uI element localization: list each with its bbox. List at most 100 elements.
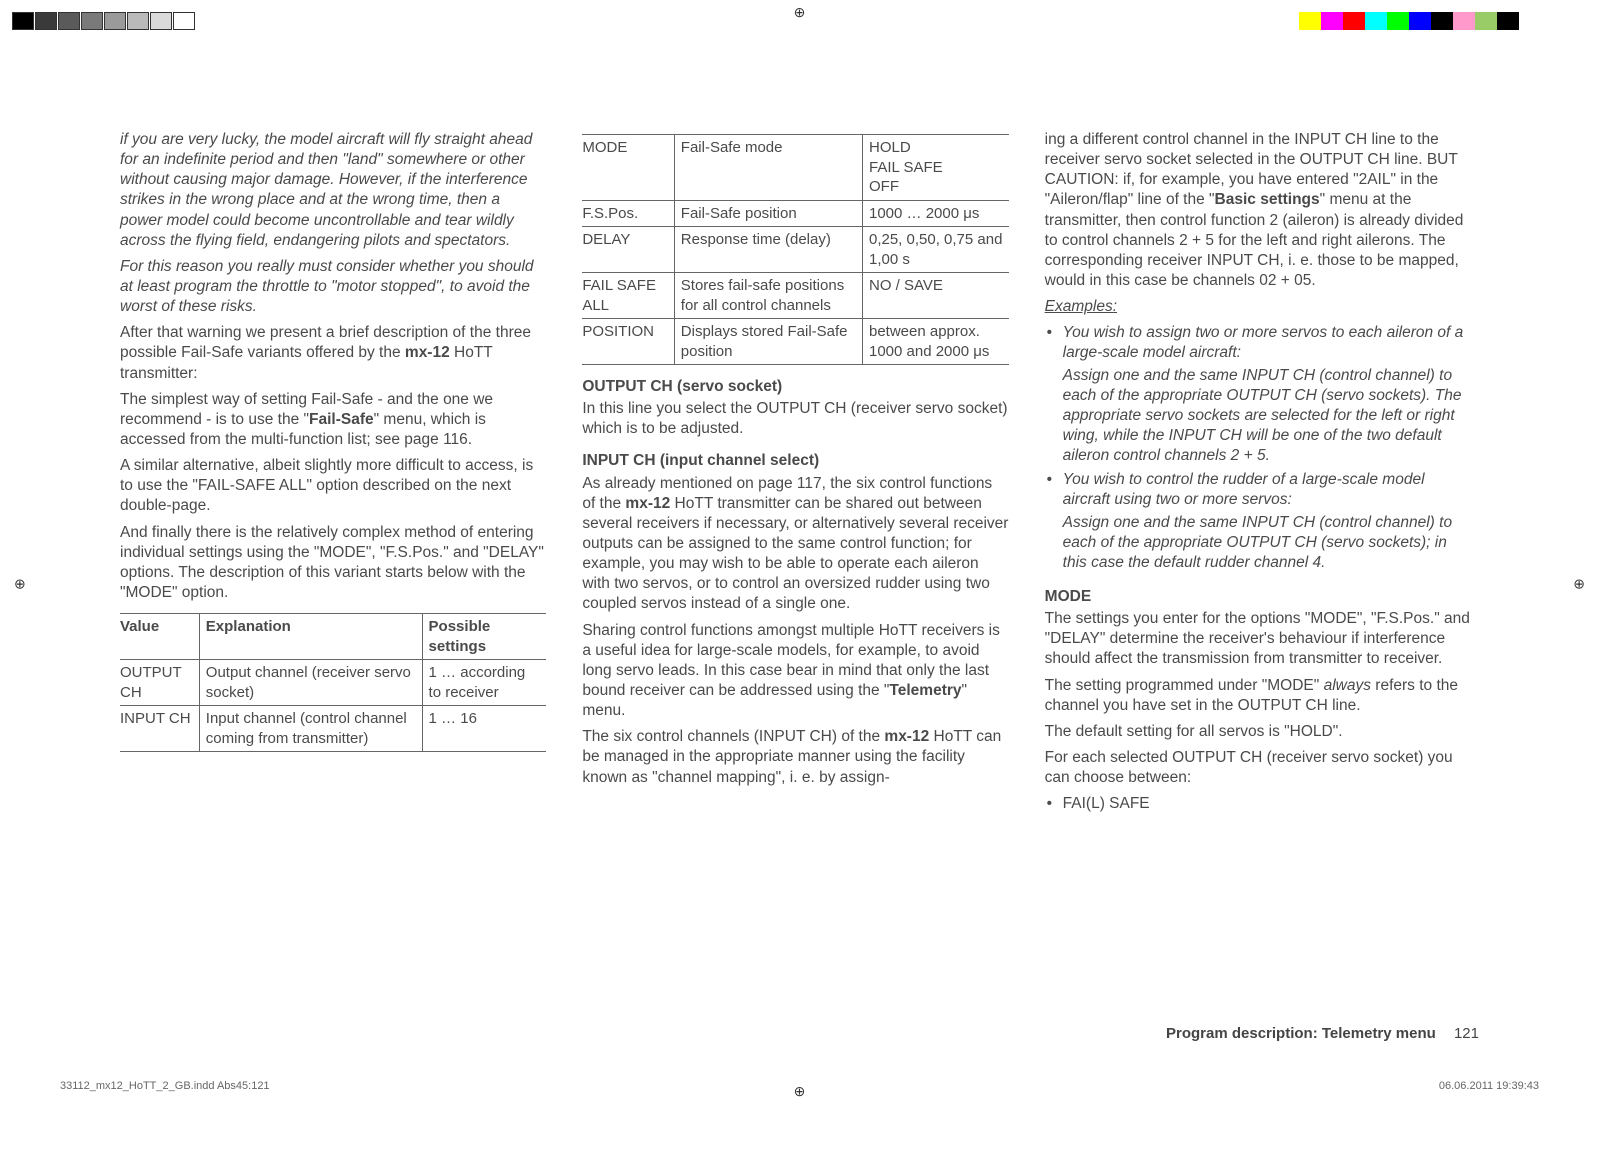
examples-list: You wish to assign two or more servos to…	[1045, 323, 1471, 577]
table-row: POSITIONDisplays stored Fail-Safe positi…	[582, 319, 1008, 365]
table-header: Value	[120, 614, 199, 660]
swatch	[1431, 12, 1453, 30]
grayscale-swatches	[12, 12, 195, 30]
table-cell: Output channel (receiver servo socket)	[199, 660, 422, 706]
failsafe-paragraph: The simplest way of setting Fail-Safe - …	[120, 390, 546, 450]
swatch	[58, 12, 80, 30]
input-ch-text-2: Sharing control functions amongst multip…	[582, 621, 1008, 722]
swatch	[1277, 12, 1299, 30]
table-cell: Displays stored Fail-Safe position	[674, 319, 862, 365]
value-table-1: ValueExplanationPossible settings OUTPUT…	[120, 613, 546, 752]
output-ch-text: In this line you select the OUTPUT CH (r…	[582, 399, 1008, 439]
swatch	[127, 12, 149, 30]
example-2-body: Assign one and the same INPUT CH (contro…	[1063, 513, 1471, 573]
table-cell: Fail-Safe mode	[674, 135, 862, 201]
mode-heading: MODE	[1045, 587, 1471, 607]
registration-mark-top: ⊕	[794, 4, 806, 21]
table-cell: FAIL SAFE ALL	[582, 273, 674, 319]
table-cell: F.S.Pos.	[582, 200, 674, 227]
input-ch-text-3: The six control channels (INPUT CH) of t…	[582, 727, 1008, 787]
swatch	[1453, 12, 1475, 30]
swatch	[104, 12, 126, 30]
table-cell: 1000 … 2000 μs	[862, 200, 1008, 227]
intro-paragraph: After that warning we present a brief de…	[120, 323, 546, 383]
registration-mark-right: ⊕	[1573, 576, 1585, 593]
table-row: F.S.Pos.Fail-Safe position1000 … 2000 μs	[582, 200, 1008, 227]
table-cell: MODE	[582, 135, 674, 201]
swatch	[150, 12, 172, 30]
table-row: MODEFail-Safe modeHOLDFAIL SAFEOFF	[582, 135, 1008, 201]
mx12-label: mx-12	[884, 728, 929, 745]
table-row: INPUT CHInput channel (control channel c…	[120, 706, 546, 752]
mode-text-2: The setting programmed under "MODE" alwa…	[1045, 676, 1471, 716]
column-1: if you are very lucky, the model aircraf…	[120, 130, 554, 1010]
table-cell: 0,25, 0,50, 0,75 and 1,00 s	[862, 227, 1008, 273]
continuation-paragraph: ing a different control channel in the I…	[1045, 130, 1471, 291]
swatch	[1475, 12, 1497, 30]
table-cell: between approx. 1000 and 2000 μs	[862, 319, 1008, 365]
mode-bullet-1: FAI(L) SAFE	[1045, 794, 1471, 814]
mx12-label: mx-12	[405, 344, 450, 361]
example-2-title: You wish to control the rudder of a larg…	[1063, 471, 1425, 508]
examples-heading: Examples:	[1045, 297, 1471, 317]
table-cell: 1 … according to receiver	[422, 660, 546, 706]
table-row: OUTPUT CHOutput channel (receiver servo …	[120, 660, 546, 706]
swatch	[1497, 12, 1519, 30]
warning-paragraph-2: For this reason you really must consider…	[120, 257, 546, 317]
table-cell: DELAY	[582, 227, 674, 273]
basic-settings-bold: Basic settings	[1215, 191, 1320, 208]
table-row: DELAYResponse time (delay)0,25, 0,50, 0,…	[582, 227, 1008, 273]
example-2: You wish to control the rudder of a larg…	[1045, 470, 1471, 573]
table-cell: POSITION	[582, 319, 674, 365]
footer-label: Program description: Telemetry menu	[1166, 1025, 1436, 1042]
output-ch-heading: OUTPUT CH (servo socket)	[582, 377, 1008, 397]
registration-mark-left: ⊕	[14, 576, 26, 593]
text: The setting programmed under "MODE"	[1045, 677, 1324, 694]
text: The six control channels (INPUT CH) of t…	[582, 728, 884, 745]
table-cell: INPUT CH	[120, 706, 199, 752]
example-1: You wish to assign two or more servos to…	[1045, 323, 1471, 466]
table-header: Possible settings	[422, 614, 546, 660]
swatch	[173, 12, 195, 30]
swatch	[1321, 12, 1343, 30]
table-header: Explanation	[199, 614, 422, 660]
table-cell: Fail-Safe position	[674, 200, 862, 227]
print-slugline: 33112_mx12_HoTT_2_GB.indd Abs45:121 06.0…	[60, 1080, 1539, 1092]
page-content: if you are very lucky, the model aircraf…	[120, 130, 1479, 1010]
complex-method-paragraph: And finally there is the relatively comp…	[120, 523, 546, 604]
mode-text-1: The settings you enter for the options "…	[1045, 609, 1471, 669]
mode-bullet-list: FAI(L) SAFE	[1045, 794, 1471, 814]
mode-text-3: The default setting for all servos is "H…	[1045, 722, 1471, 742]
column-3: ing a different control channel in the I…	[1045, 130, 1479, 1010]
swatch	[35, 12, 57, 30]
swatch	[1343, 12, 1365, 30]
table-cell: 1 … 16	[422, 706, 546, 752]
value-table-2: MODEFail-Safe modeHOLDFAIL SAFEOFFF.S.Po…	[582, 134, 1008, 365]
slugline-file: 33112_mx12_HoTT_2_GB.indd Abs45:121	[60, 1080, 270, 1092]
swatch	[1387, 12, 1409, 30]
warning-paragraph-1: if you are very lucky, the model aircraf…	[120, 130, 546, 251]
table-cell: Response time (delay)	[674, 227, 862, 273]
mode-text-4: For each selected OUTPUT CH (receiver se…	[1045, 748, 1471, 788]
input-ch-heading: INPUT CH (input channel select)	[582, 451, 1008, 471]
column-2: MODEFail-Safe modeHOLDFAIL SAFEOFFF.S.Po…	[582, 130, 1016, 1010]
color-swatches	[1277, 12, 1519, 30]
input-ch-text-1: As already mentioned on page 117, the si…	[582, 474, 1008, 615]
table-row: FAIL SAFE ALLStores fail-safe positions …	[582, 273, 1008, 319]
alternative-paragraph: A similar alternative, albeit slightly m…	[120, 456, 546, 516]
swatch	[81, 12, 103, 30]
table-cell: HOLDFAIL SAFEOFF	[862, 135, 1008, 201]
table-cell: NO / SAVE	[862, 273, 1008, 319]
fail-safe-bold: Fail-Safe	[309, 411, 374, 428]
page-footer: Program description: Telemetry menu 121	[1166, 1025, 1479, 1042]
swatch	[12, 12, 34, 30]
table-cell: Stores fail-safe positions for all contr…	[674, 273, 862, 319]
swatch	[1409, 12, 1431, 30]
table-cell: OUTPUT CH	[120, 660, 199, 706]
text: HoTT transmitter can be shared out betwe…	[582, 495, 1008, 613]
swatch	[1299, 12, 1321, 30]
telemetry-bold: Telemetry	[889, 682, 961, 699]
mx12-label: mx-12	[625, 495, 670, 512]
swatch	[1365, 12, 1387, 30]
always-italic: always	[1324, 677, 1371, 694]
